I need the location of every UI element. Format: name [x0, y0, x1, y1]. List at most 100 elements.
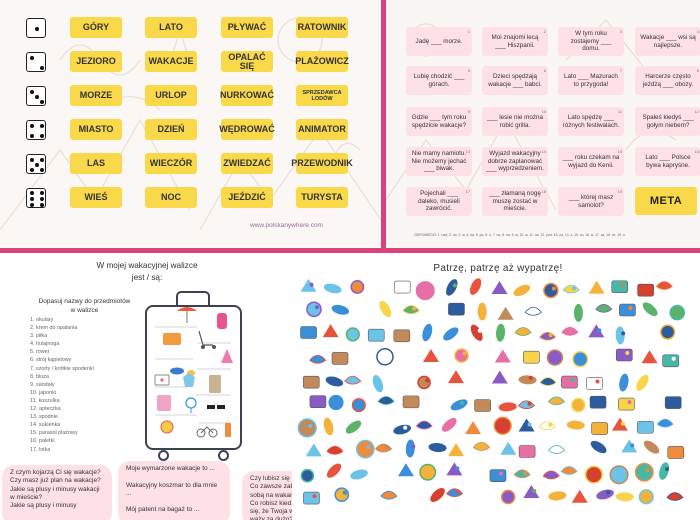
sticker-icon [328, 394, 344, 411]
die-pip [39, 65, 44, 70]
sticker-icon [477, 302, 487, 321]
sticker-icon [448, 302, 465, 316]
sticker-icon [518, 445, 536, 458]
sticker-icon [405, 439, 416, 458]
card-number: 14 [541, 149, 546, 154]
die-face-4 [26, 120, 46, 140]
sticker-icon [567, 442, 584, 456]
word-tile: ANIMATOR [296, 119, 348, 140]
sticker-icon [417, 375, 431, 390]
sentence-card: 14 Wyjazd wakacyjny dobrze zaplanować ___… [482, 147, 548, 176]
card-sentence: Jadę ___ morze. [415, 37, 463, 45]
sticker-icon [443, 327, 459, 341]
sticker-icon [517, 400, 536, 410]
answer-key: ODPOWIEDZI: 1. nad, 2. do, 3. w, 4. na, … [414, 233, 625, 237]
sticker-icon [636, 374, 649, 391]
sentence-card: 18 ___ złamaną nogę muszę zostać w mieści… [482, 187, 548, 216]
bubble-line: Co zawsze zab... sobą na wakan... [250, 483, 292, 499]
sticker-icon [662, 354, 679, 368]
die-pip [34, 162, 39, 167]
sticker-icon [454, 348, 469, 363]
card-number: 8 [696, 68, 699, 73]
sticker-icon [542, 470, 560, 480]
card-sentence: Wyjazd wakacyjny dobrze zaplanować ___ w… [486, 150, 544, 173]
card-sentence: ___ złamaną nogę muszę zostać w mieście. [489, 190, 541, 213]
sticker-icon [595, 303, 613, 313]
sticker-icon [497, 306, 514, 320]
seek-find-title: Patrzę, patrzę aż wypatrzę! [433, 263, 563, 274]
sticker-icon [448, 443, 465, 457]
item-list-entry: 12. apteczka [30, 406, 61, 413]
card-number: 7 [619, 68, 622, 73]
item-list-entry: 17. lotka [30, 446, 51, 453]
suitcase-wheel-left [158, 450, 169, 461]
sticker-icon [446, 488, 464, 498]
sticker-icon [300, 326, 317, 339]
sentence-card: 3 W tym roku zostajemy ___ domu. [558, 27, 624, 56]
sticker-icon [660, 324, 676, 340]
sticker-icon [590, 440, 607, 454]
sticker-icon [489, 469, 507, 482]
die-face-2 [26, 52, 46, 72]
sticker-icon [615, 348, 633, 362]
card-number: 13 [465, 149, 470, 154]
sentence-card: 1 Jadę ___ morze. [406, 27, 472, 56]
word-tile: LAS [70, 153, 122, 174]
question-bubble-1-text: Z czym kojarzą Ci się wakacje? Czy masz j… [10, 469, 104, 510]
item-list-entry: 14. sukienka [30, 422, 61, 429]
die-pip [29, 55, 34, 60]
sticker-icon [491, 280, 508, 294]
card-sentence: Lato spędzę ___ różnych festiwalach. [562, 114, 620, 129]
card-sentence: ___ roku czekam na wyjazd do Kenii. [562, 154, 620, 169]
die-pip [34, 26, 39, 31]
item-list-entry: 9. sandały [30, 381, 55, 388]
sticker-icon [393, 329, 411, 343]
sentence-card: 13 Nie mamy namiotu. Nie możemy jechać __… [406, 147, 472, 176]
sticker-icon [615, 326, 626, 345]
die-face-5 [26, 154, 46, 174]
sticker-icon [561, 326, 579, 336]
card-sentence: Lato ___ Mazurach to przygoda! [564, 73, 618, 88]
die-pip [29, 89, 34, 94]
panel-divider-vertical [381, 0, 386, 253]
item-list-entry: 15. parasol plażowy [30, 430, 78, 437]
card-sentence: ___ lesie nie można robić grilla. [486, 114, 543, 129]
sticker-icon [566, 420, 585, 430]
question-bubble-2: Moje wymarzone wakacje to ... Wakacyjny … [118, 461, 230, 520]
sticker-icon [350, 280, 365, 294]
sticker-icon [666, 492, 684, 501]
die-face-1 [26, 18, 46, 38]
card-number: 9 [467, 109, 470, 114]
sentence-card: 17 Pojechali ___ daleko, musieli zawrócić… [406, 187, 472, 216]
word-tile: TURYSTA [296, 187, 348, 208]
card-sentence: Lato ___ Polsce bywa kapryśne. [645, 154, 691, 169]
sticker-icon [573, 303, 583, 322]
sticker-icon [491, 370, 508, 384]
sticker-icon [300, 278, 317, 292]
sticker-icon [419, 463, 437, 481]
bubble-line: Jakie są plusy i minusy [10, 502, 77, 510]
card-number: 10 [541, 109, 546, 114]
sticker-icon [560, 466, 578, 475]
sticker-icon [496, 323, 506, 342]
sticker-icon [372, 375, 384, 393]
sticker-icon [367, 328, 385, 342]
word-tile: DZIEŃ [145, 119, 197, 140]
sticker-icon [539, 331, 557, 341]
word-tile: WAKACJE [145, 51, 197, 72]
sticker-icon [297, 418, 317, 438]
sticker-icon [546, 349, 564, 366]
sticker-icon [584, 465, 603, 484]
sticker-icon [415, 420, 433, 430]
sentence-card: 19 ___ której masz samolot? [558, 187, 624, 216]
sticker-icon [539, 377, 557, 386]
sticker-icon [350, 469, 368, 480]
sticker-icon [322, 324, 339, 338]
sticker-icon [402, 305, 420, 315]
question-bubble-3-text: Czy lubisz się ...Co zawsze zab... sobą … [250, 475, 292, 520]
sticker-icon [303, 491, 320, 505]
word-tile: NURKOWAĆ [220, 85, 274, 106]
sticker-icon [474, 399, 491, 412]
card-number: 15 [617, 149, 622, 154]
website-link[interactable]: www.polskanywhere.com [250, 222, 323, 229]
